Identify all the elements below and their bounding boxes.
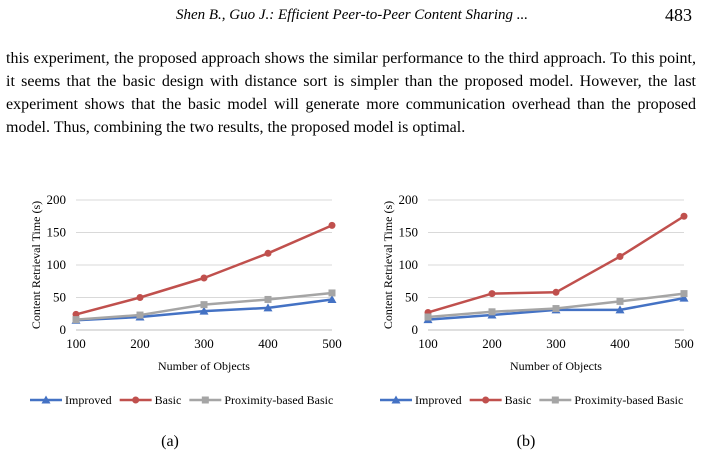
page-header: Shen B., Guo J.: Efficient Peer-to-Peer … bbox=[0, 4, 704, 28]
page-number: 483 bbox=[665, 5, 692, 25]
x-tick-label: 200 bbox=[482, 336, 502, 351]
data-point bbox=[200, 274, 208, 282]
data-point bbox=[328, 221, 336, 229]
data-point bbox=[263, 303, 273, 312]
y-tick-label: 200 bbox=[47, 192, 67, 207]
figure-a-caption: (a) bbox=[161, 433, 179, 450]
y-tick-label: 100 bbox=[399, 257, 419, 272]
legend-label: Improved bbox=[65, 393, 112, 407]
legend-label: Proximity-based Basic bbox=[574, 393, 683, 407]
x-axis-label: Number of Objects bbox=[510, 359, 602, 373]
legend-label: Improved bbox=[415, 393, 462, 407]
y-tick-label: 200 bbox=[399, 192, 419, 207]
data-point bbox=[199, 306, 209, 315]
legend-label: Proximity-based Basic bbox=[224, 393, 333, 407]
body-paragraph: this experiment, the proposed approach s… bbox=[6, 50, 696, 136]
data-point bbox=[200, 301, 208, 309]
x-tick-label: 400 bbox=[610, 336, 630, 351]
data-point bbox=[264, 249, 272, 257]
figure-a: 0 50 100 150 200 100 200 300 400 500 Number of Obj… bbox=[0, 188, 352, 428]
data-point bbox=[552, 288, 560, 296]
x-tick-label: 400 bbox=[258, 336, 278, 351]
legend-marker bbox=[482, 396, 490, 404]
y-axis-label: Content Retrieval Time (s) bbox=[29, 201, 43, 329]
legend-marker bbox=[132, 396, 140, 404]
data-point bbox=[136, 294, 144, 301]
x-tick-label: 300 bbox=[194, 336, 214, 351]
y-tick-label: 50 bbox=[405, 290, 418, 305]
x-tick-label: 500 bbox=[674, 336, 694, 351]
legend-label: Basic bbox=[155, 393, 182, 407]
x-tick-label: 100 bbox=[418, 336, 438, 351]
data-point bbox=[488, 308, 496, 316]
data-point bbox=[679, 293, 689, 302]
data-point bbox=[680, 290, 688, 298]
data-point bbox=[328, 289, 336, 297]
y-tick-label: 0 bbox=[60, 322, 67, 337]
data-point bbox=[552, 305, 560, 313]
y-tick-label: 100 bbox=[47, 257, 67, 272]
data-point bbox=[616, 253, 624, 261]
y-tick-label: 0 bbox=[412, 322, 419, 337]
x-tick-label: 200 bbox=[130, 336, 150, 351]
x-tick-label: 100 bbox=[66, 336, 86, 351]
data-point bbox=[616, 297, 624, 305]
data-point bbox=[136, 311, 144, 319]
line-chart-a: 0 50 100 150 200 100 200 300 400 500 Number of Obj… bbox=[29, 192, 342, 407]
legend-marker bbox=[551, 396, 559, 404]
y-tick-label: 150 bbox=[47, 225, 67, 240]
x-tick-label: 500 bbox=[322, 336, 342, 351]
figure-b: 0 50 100 150 200 100 200 300 400 500 Number of Obj… bbox=[352, 188, 704, 428]
legend-marker bbox=[201, 396, 209, 404]
data-point bbox=[264, 295, 272, 303]
line-chart-b: 0 50 100 150 200 100 200 300 400 500 Number of Obj… bbox=[380, 192, 694, 407]
series-line-basic bbox=[75, 224, 333, 316]
y-axis-label: Content Retrieval Time (s) bbox=[381, 201, 395, 329]
x-tick-label: 300 bbox=[546, 336, 566, 351]
figure-b-caption: (b) bbox=[516, 433, 536, 450]
y-tick-label: 150 bbox=[399, 225, 419, 240]
data-point bbox=[615, 305, 625, 314]
running-title: Shen B., Guo J.: Efficient Peer-to-Peer … bbox=[175, 7, 529, 23]
x-axis-label: Number of Objects bbox=[158, 359, 250, 373]
data-point bbox=[424, 313, 432, 321]
legend-marker bbox=[41, 395, 51, 404]
data-point bbox=[72, 316, 80, 324]
data-point bbox=[488, 290, 496, 298]
legend-marker bbox=[391, 395, 401, 404]
data-point bbox=[327, 294, 337, 303]
legend-label: Basic bbox=[505, 393, 532, 407]
y-tick-label: 50 bbox=[53, 290, 66, 305]
data-point bbox=[680, 212, 688, 220]
